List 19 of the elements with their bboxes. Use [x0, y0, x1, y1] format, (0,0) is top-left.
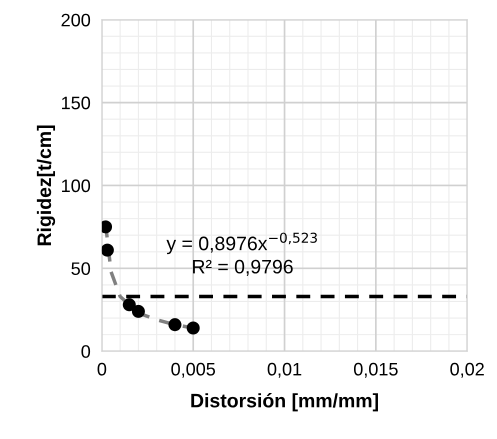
x-tick-label: 0,01 — [268, 362, 302, 378]
x-axis-title: Distorsión [mm/mm] — [191, 393, 378, 412]
x-tick-label: 0 — [98, 362, 106, 376]
annotation: R² = 0,9796 — [193, 260, 293, 276]
point — [186, 321, 200, 335]
point — [102, 244, 114, 257]
y-tick-label: 50 — [71, 262, 90, 276]
point — [168, 318, 182, 332]
y-tick-label: 200 — [62, 14, 90, 26]
y-tick-label: 100 — [62, 179, 90, 192]
x-tick-label: 0,005 — [171, 362, 216, 378]
y-axis-title: Rigidez[t/cm] — [36, 126, 56, 246]
x-tick-label: 0,015 — [354, 362, 398, 378]
y-tick-label: 150 — [62, 96, 90, 110]
point — [132, 304, 145, 318]
point — [122, 298, 136, 312]
x-tick-label: 0,02 — [450, 362, 484, 378]
y-tick-label: 0 — [81, 345, 90, 358]
annotation: y = 0,8976x$^{−0,523}$ — [166, 232, 317, 254]
